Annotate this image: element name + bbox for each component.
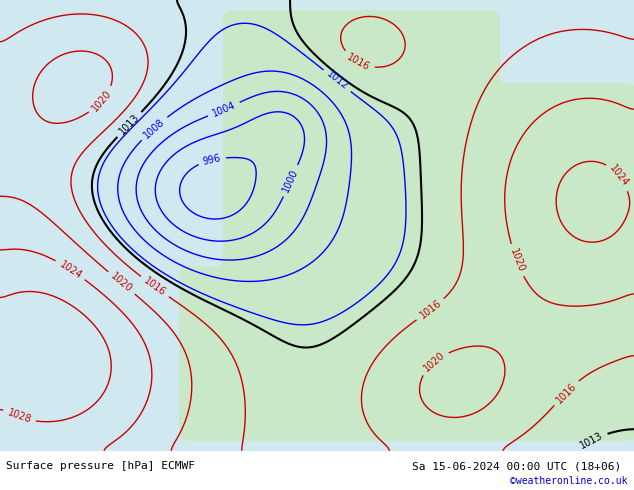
Text: 1020: 1020 — [508, 247, 526, 273]
Text: 1008: 1008 — [141, 117, 167, 140]
Text: 996: 996 — [202, 153, 222, 167]
Text: 1020: 1020 — [109, 271, 134, 294]
Text: 1016: 1016 — [418, 298, 443, 321]
Text: 1016: 1016 — [554, 381, 578, 405]
Text: 1024: 1024 — [607, 163, 631, 189]
Text: 1016: 1016 — [345, 51, 372, 73]
Text: 1016: 1016 — [142, 275, 167, 298]
Text: 1000: 1000 — [281, 168, 300, 194]
Text: Sa 15-06-2024 00:00 UTC (18+06): Sa 15-06-2024 00:00 UTC (18+06) — [412, 462, 621, 471]
Text: Surface pressure [hPa] ECMWF: Surface pressure [hPa] ECMWF — [6, 462, 195, 471]
Text: 1028: 1028 — [6, 408, 32, 426]
Text: 1012: 1012 — [325, 69, 350, 92]
Text: 1024: 1024 — [58, 259, 84, 281]
Text: 1013: 1013 — [578, 430, 605, 451]
Text: 1004: 1004 — [210, 100, 237, 119]
Text: 1013: 1013 — [117, 112, 141, 137]
Text: ©weatheronline.co.uk: ©weatheronline.co.uk — [510, 476, 628, 486]
Text: 1020: 1020 — [422, 350, 447, 374]
Text: 1020: 1020 — [90, 88, 113, 113]
